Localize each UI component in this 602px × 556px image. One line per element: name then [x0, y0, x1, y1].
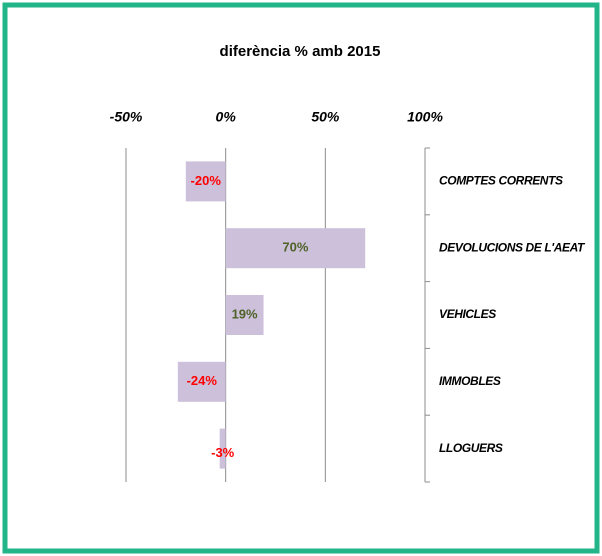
y-tick-label: IMMOBLES: [439, 374, 501, 388]
x-tick-label: 100%: [407, 109, 443, 125]
data-label: 70%: [282, 240, 308, 255]
data-label: 19%: [232, 306, 258, 321]
y-tick-label: DEVOLUCIONS DE L'AEAT: [439, 240, 586, 254]
x-tick-label: -50%: [110, 109, 143, 125]
y-tick-label: COMPTES CORRENTS: [439, 174, 563, 188]
bar: [219, 428, 226, 469]
y-tick-label: VEHICLES: [439, 307, 496, 321]
bar: [225, 228, 366, 269]
data-label: -20%: [191, 173, 222, 188]
data-label: -3%: [211, 445, 235, 460]
data-label: -24%: [187, 373, 218, 388]
bar: [177, 361, 226, 402]
bar: [225, 295, 264, 335]
x-tick-label: 50%: [311, 109, 340, 125]
x-tick-label: 0%: [216, 109, 237, 125]
y-tick-label: LLOGUERS: [439, 441, 503, 455]
bar: [185, 161, 226, 202]
chart-title: diferència % amb 2015: [220, 43, 381, 60]
